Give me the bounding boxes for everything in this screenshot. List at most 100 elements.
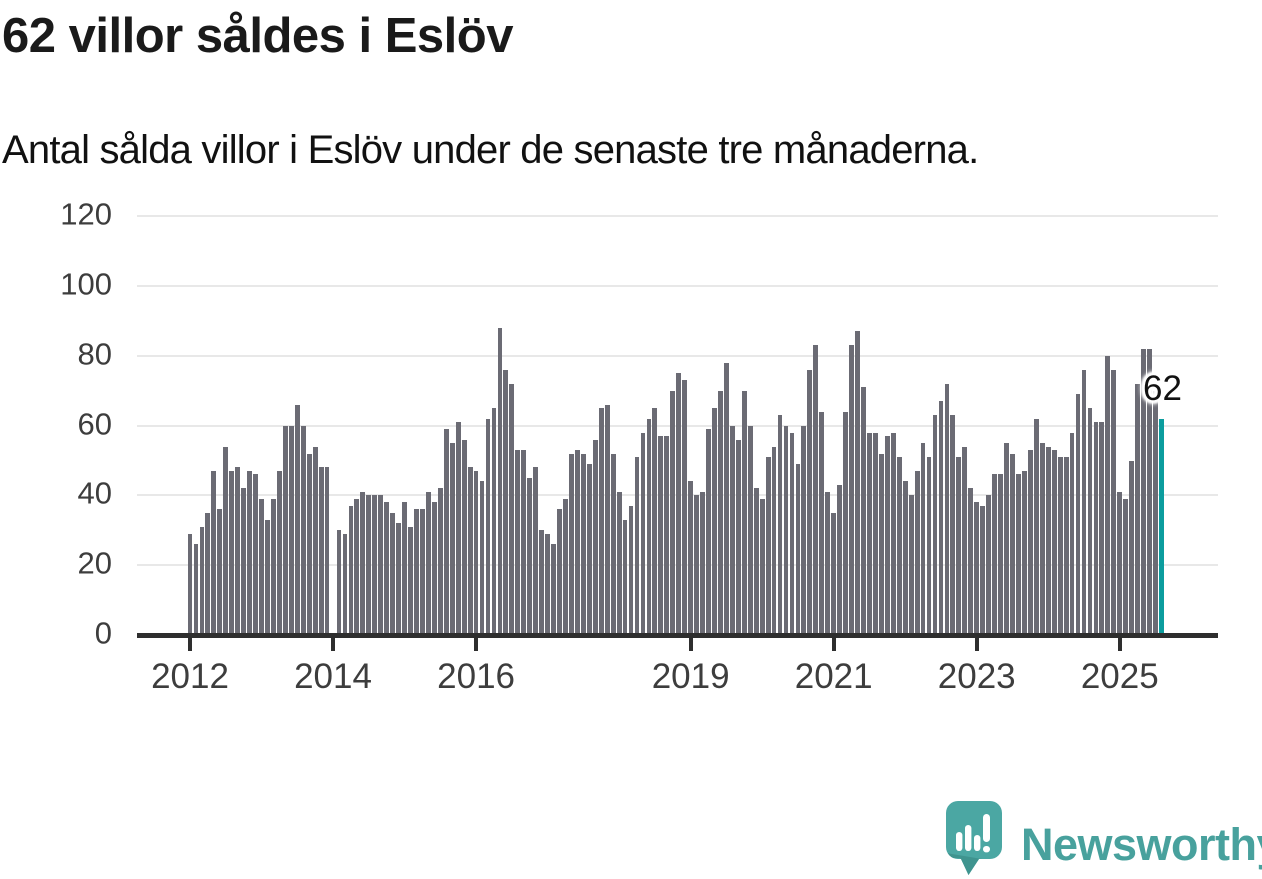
- bar: [533, 467, 539, 635]
- bar: [926, 457, 932, 635]
- bar: [813, 345, 819, 635]
- newsworthy-logo: [946, 801, 1002, 879]
- x-axis-label: 2021: [794, 657, 873, 696]
- bar: [575, 450, 580, 635]
- bar: [753, 488, 759, 635]
- bar: [706, 429, 711, 635]
- x-axis-tick: [331, 638, 336, 651]
- bar: [1075, 394, 1081, 635]
- bar: [783, 425, 789, 635]
- y-axis-label: 100: [60, 266, 112, 302]
- gridline: [137, 215, 1218, 218]
- gridline: [137, 354, 1218, 357]
- bar: [277, 470, 282, 635]
- bar: [759, 498, 765, 635]
- x-axis-label: 2025: [1080, 657, 1159, 696]
- bar: [724, 362, 729, 635]
- bar: [920, 443, 926, 635]
- bar: [527, 477, 533, 635]
- bar: [467, 467, 473, 635]
- bar: [1027, 450, 1033, 635]
- bar: [223, 446, 229, 635]
- bar: [1039, 443, 1045, 635]
- bar: [580, 453, 586, 635]
- bar: [1099, 422, 1105, 635]
- x-axis-tick: [188, 638, 192, 651]
- bar: [372, 495, 378, 635]
- bar: [670, 390, 676, 635]
- bar: [390, 512, 396, 635]
- bar: [598, 408, 604, 635]
- x-axis-label: 2012: [151, 657, 229, 696]
- bar: [324, 467, 330, 635]
- bar: [1135, 383, 1141, 635]
- bar: [557, 509, 562, 635]
- bar: [890, 432, 896, 635]
- bar: [843, 411, 848, 635]
- bar: [211, 470, 217, 635]
- bar: [1033, 418, 1039, 635]
- bar: [956, 457, 962, 635]
- bar: [414, 509, 419, 635]
- bar: [229, 470, 235, 635]
- bar: [676, 373, 682, 635]
- bar: [831, 512, 837, 635]
- bar: [861, 387, 866, 635]
- bar: [426, 491, 431, 635]
- bar: [348, 505, 354, 635]
- x-axis-label: 2016: [437, 657, 516, 696]
- bar: [908, 495, 914, 635]
- bar: [366, 495, 372, 635]
- bar: [688, 481, 694, 635]
- bar: [1129, 460, 1135, 635]
- x-axis-line: [137, 633, 1218, 638]
- bar: [795, 463, 801, 635]
- y-axis-label: 0: [94, 615, 112, 651]
- bar: [515, 450, 521, 635]
- bar: [974, 502, 980, 635]
- bar: [658, 436, 664, 635]
- bar: [1045, 446, 1051, 635]
- bar: [986, 495, 992, 635]
- bar: [217, 509, 223, 635]
- bar: [1004, 443, 1009, 635]
- bar: [950, 415, 956, 635]
- bar: [360, 491, 366, 635]
- bar: [336, 530, 342, 635]
- bar: [1081, 369, 1087, 635]
- y-axis-label: 20: [77, 545, 112, 581]
- bar: [378, 495, 384, 635]
- bar: [431, 502, 437, 635]
- bar: [396, 523, 401, 635]
- x-axis-label: 2019: [651, 657, 730, 696]
- bar: [300, 425, 306, 635]
- x-axis-tick: [831, 638, 836, 651]
- bar: [473, 470, 479, 635]
- x-axis-label: 2023: [937, 657, 1016, 696]
- bar: [849, 345, 854, 635]
- bar: [640, 432, 646, 635]
- bar: [1105, 355, 1111, 635]
- bar: [1010, 453, 1015, 635]
- bar: [867, 432, 872, 635]
- bar: [712, 408, 717, 635]
- bar: [1117, 491, 1123, 635]
- bar: [199, 526, 205, 635]
- bar: [384, 502, 390, 635]
- bar: [789, 432, 795, 635]
- bar: [825, 491, 831, 635]
- bar: [855, 331, 860, 635]
- y-axis-label: 40: [77, 475, 112, 511]
- gridline: [137, 285, 1218, 287]
- bar: [801, 425, 807, 635]
- bar: [1093, 422, 1099, 635]
- bar: [187, 533, 193, 635]
- bar: [747, 425, 753, 635]
- bar: [265, 519, 270, 635]
- highlighted-bar: [1159, 418, 1164, 635]
- bar: [873, 432, 878, 635]
- bar: [443, 429, 449, 635]
- bar: [604, 404, 610, 635]
- bar: [509, 383, 515, 635]
- bar: [545, 533, 550, 635]
